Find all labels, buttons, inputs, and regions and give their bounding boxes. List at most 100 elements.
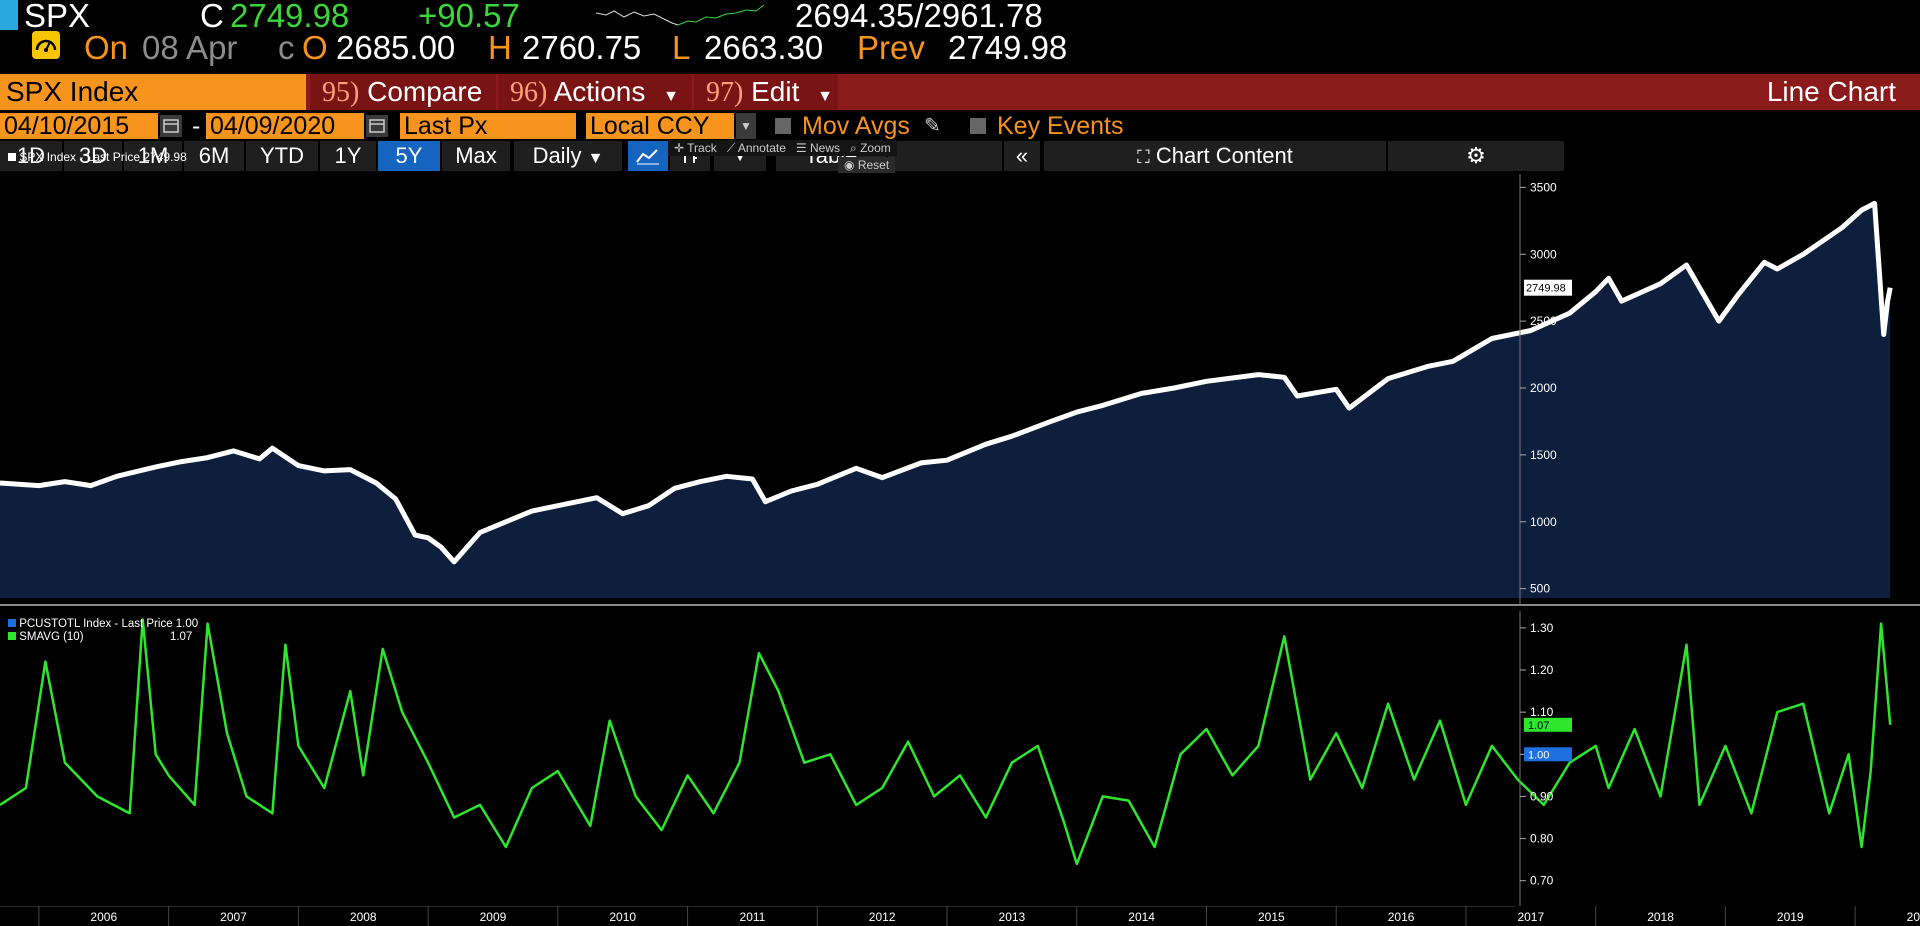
toolbar-blank [888, 141, 1002, 171]
series-last-value-box [1524, 747, 1572, 762]
x-tick-label: 2017 [1517, 910, 1544, 924]
actions-chevron-down-icon: ▼ [663, 88, 680, 105]
start-date-field[interactable]: 04/10/2015 [0, 113, 158, 139]
period-6m[interactable]: 6M [184, 141, 244, 171]
compare-button[interactable]: 95) Compare [310, 74, 496, 110]
field-select[interactable]: Last Px [400, 113, 576, 139]
period-1d[interactable]: 1D [0, 141, 62, 171]
main-last-value-label: 2749.98 [1526, 283, 1566, 295]
toolbar: 1D 3D 1M 6M YTD 1Y 5Y Max Daily ▼ ▼ Tabl… [0, 141, 1920, 171]
reset-icon: ◉ [844, 158, 855, 172]
sub-legend: PCUSTOTL Index - Last Price 1.00 SMAVG (… [8, 618, 198, 644]
sub-y-tick-label: 0.90 [1530, 789, 1554, 803]
series-last-value-label: 1.00 [1528, 749, 1549, 761]
ma-swatch [8, 632, 16, 640]
main-y-tick-label: 500 [1530, 582, 1550, 596]
x-tick-label: 2010 [609, 910, 636, 924]
date-separator: - [192, 112, 201, 140]
key-events-label: Key Events [997, 112, 1124, 140]
annotate-tool[interactable]: ⟋ Annotate [726, 141, 786, 155]
x-tick-label: 2006 [90, 910, 117, 924]
high-label: H [488, 29, 512, 66]
currency-chevron-down-icon[interactable]: ▼ [736, 113, 756, 139]
x-tick-label: 2015 [1258, 910, 1285, 924]
spx-price-chart[interactable]: 500 1000 1500 2000 2500 3000 3500 2749.98 [0, 174, 1920, 606]
period-1m[interactable]: 1M [124, 141, 182, 171]
period-5y[interactable]: 5Y [378, 141, 440, 171]
chart-content-label: Chart Content [1155, 143, 1293, 168]
ma-legend-label: SMAVG (10) [19, 631, 84, 643]
main-legend-label: SPX Index - Last Price 2749.98 [19, 150, 187, 164]
chart-content-icon: ⛶ [1137, 147, 1150, 167]
open-value: 2685.00 [336, 29, 456, 66]
close-value: 2749.98 [230, 0, 350, 34]
actions-label: Actions [553, 76, 646, 107]
ma-legend-value: 1.07 [169, 631, 193, 643]
prev-label: Prev [857, 29, 925, 66]
date-cut-glyph: c [278, 29, 295, 66]
compare-number: 95) [322, 77, 360, 108]
chart-content-button[interactable]: ⛶ Chart Content [1044, 141, 1386, 171]
reset-button[interactable]: ◉ Reset [838, 157, 896, 173]
end-calendar-icon[interactable] [366, 115, 388, 137]
pencil-icon[interactable]: ✎ [924, 115, 941, 137]
period-3d[interactable]: 3D [64, 141, 122, 171]
put-call-ratio-chart[interactable]: 0.700.800.901.001.101.201.301.071.00 [0, 611, 1920, 906]
currency-select[interactable]: Local CCY [586, 113, 734, 139]
sub-y-tick-label: 0.80 [1530, 832, 1554, 846]
mov-avgs-checkbox[interactable] [775, 118, 791, 134]
frequency-chevron-down-icon: ▼ [587, 150, 604, 167]
zoom-label: Zoom [860, 141, 891, 155]
on-label: On [84, 29, 129, 66]
open-label: O [302, 29, 328, 66]
main-y-tick-label: 1500 [1530, 448, 1557, 462]
sparkline [596, 4, 764, 26]
sub-legend-ma: SMAVG (10) 1.07 [8, 631, 198, 644]
change-value: +90.57 [418, 0, 520, 34]
x-tick-label: 2012 [869, 910, 896, 924]
chart-tools: ✛ Track ⟋ Annotate ☰ News ⌕ Zoom [668, 140, 897, 156]
main-y-tick-label: 1000 [1530, 515, 1557, 529]
news-label: News [809, 141, 840, 155]
line-chart-icon[interactable] [628, 141, 668, 171]
x-tick-label: 2007 [220, 910, 247, 924]
edit-button[interactable]: 97) Edit ▼ [694, 74, 838, 110]
sub-y-tick-label: 1.20 [1530, 663, 1554, 677]
frequency-select[interactable]: Daily ▼ [514, 141, 622, 171]
low-value: 2663.30 [704, 29, 824, 66]
sub-y-tick-label: 1.10 [1530, 705, 1554, 719]
close-label: C [200, 0, 224, 34]
speedometer-icon[interactable] [32, 31, 60, 59]
collapse-icon[interactable]: « [1004, 141, 1040, 171]
mov-avgs-label: Mov Avgs [802, 112, 910, 140]
x-tick-label: 2019 [1777, 910, 1804, 924]
x-tick-label: 2020 [1907, 910, 1920, 924]
sub-y-tick-label: 0.70 [1530, 874, 1554, 888]
ma-value-label: 1.07 [1528, 720, 1549, 732]
start-calendar-icon[interactable] [160, 115, 182, 137]
x-tick-label: 2014 [1128, 910, 1155, 924]
news-tool[interactable]: ☰ News [795, 141, 840, 155]
period-max[interactable]: Max [442, 141, 510, 171]
gear-icon[interactable]: ⚙ [1388, 141, 1564, 171]
smavg-line [0, 618, 1892, 866]
settings-bar: 04/10/2015 - 04/09/2020 Last Px Local CC… [0, 113, 1920, 139]
main-legend-swatch [8, 153, 16, 161]
main-y-tick-label: 3500 [1530, 180, 1557, 194]
main-y-tick-label: 2000 [1530, 381, 1557, 395]
track-tool[interactable]: ✛ Track [674, 141, 717, 155]
period-ytd[interactable]: YTD [246, 141, 318, 171]
period-1y[interactable]: 1Y [320, 141, 376, 171]
x-tick-label: 2008 [350, 910, 377, 924]
actions-button[interactable]: 96) Actions ▼ [498, 74, 692, 110]
sub-legend-series: PCUSTOTL Index - Last Price 1.00 [8, 618, 198, 631]
key-events-checkbox[interactable] [970, 118, 986, 134]
main-last-value-box [1524, 279, 1572, 296]
time-axis: 2006 2007 2008 2009 2010 2011 2012 2013 2014 2015… [0, 906, 1920, 926]
end-date-field[interactable]: 04/09/2020 [206, 113, 364, 139]
zoom-tool[interactable]: ⌕ Zoom [850, 141, 891, 155]
security-field[interactable]: SPX Index [0, 74, 306, 110]
x-tick-label: 2018 [1647, 910, 1674, 924]
x-tick-label: 2011 [740, 910, 766, 924]
ticker-symbol[interactable]: SPX [24, 0, 91, 34]
